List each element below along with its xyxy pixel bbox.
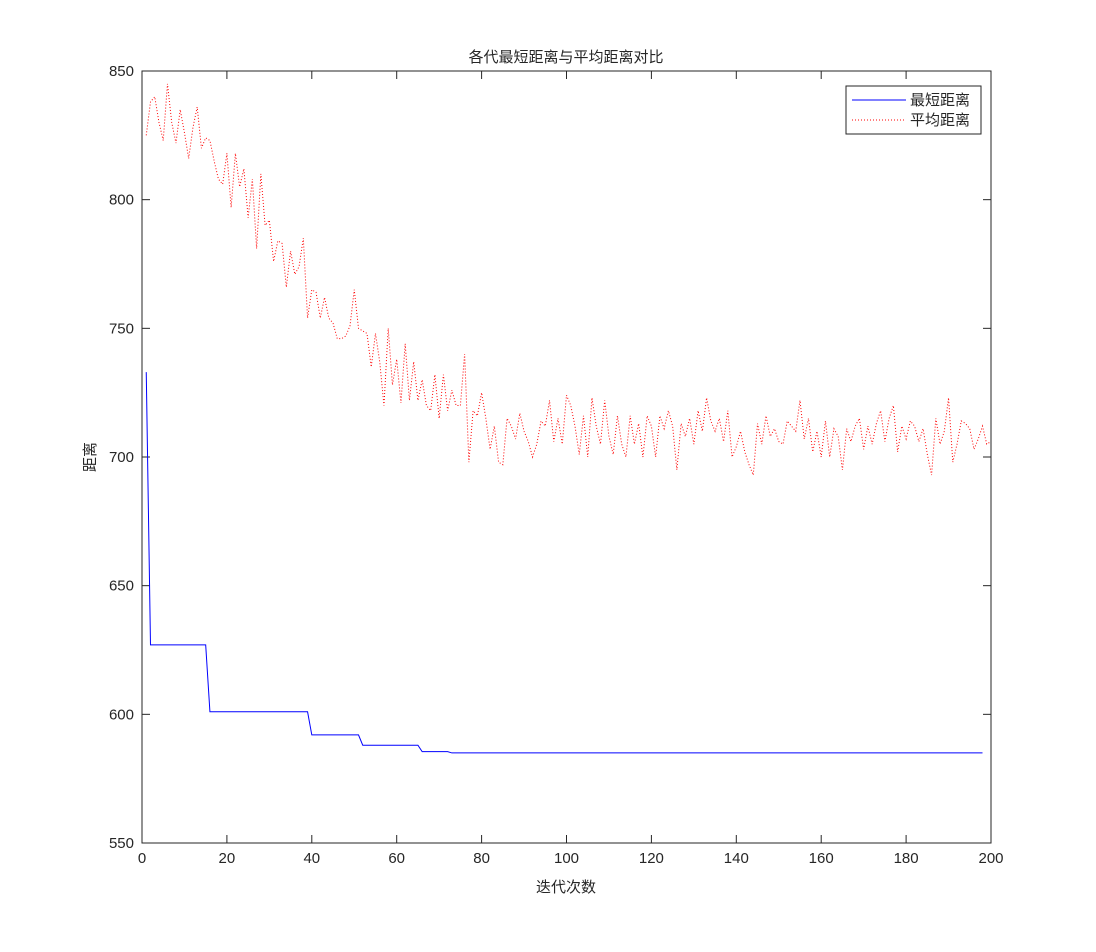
- legend-box: [845, 85, 982, 135]
- x-tick-label: 20: [219, 850, 236, 867]
- x-tick-label: 80: [473, 850, 490, 867]
- x-tick-label: 180: [894, 850, 919, 867]
- series-line: [145, 372, 983, 754]
- y-tick-label: 850: [109, 63, 134, 80]
- x-axis-label: 迭代次数: [536, 879, 596, 896]
- x-tick-label: 60: [388, 850, 405, 867]
- y-tick-label: 700: [109, 449, 134, 466]
- legend-label: 最短距离: [910, 92, 970, 109]
- y-axis-label: 距离: [82, 442, 99, 472]
- x-tick-label: 120: [639, 850, 664, 867]
- plot-box: [141, 70, 992, 844]
- x-tick-label: 140: [724, 850, 749, 867]
- x-tick-label: 0: [138, 850, 146, 867]
- legend-label: 平均距离: [910, 112, 970, 129]
- x-tick-label: 40: [303, 850, 320, 867]
- y-tick-label: 550: [109, 835, 134, 852]
- x-tick-label: 200: [978, 850, 1003, 867]
- y-tick-label: 650: [109, 578, 134, 595]
- chart-title: 各代最短距离与平均距离对比: [468, 49, 663, 66]
- y-tick-label: 600: [109, 706, 134, 723]
- x-tick-label: 100: [554, 850, 579, 867]
- y-tick-label: 800: [109, 192, 134, 209]
- x-tick-label: 160: [809, 850, 834, 867]
- y-tick-label: 750: [109, 320, 134, 337]
